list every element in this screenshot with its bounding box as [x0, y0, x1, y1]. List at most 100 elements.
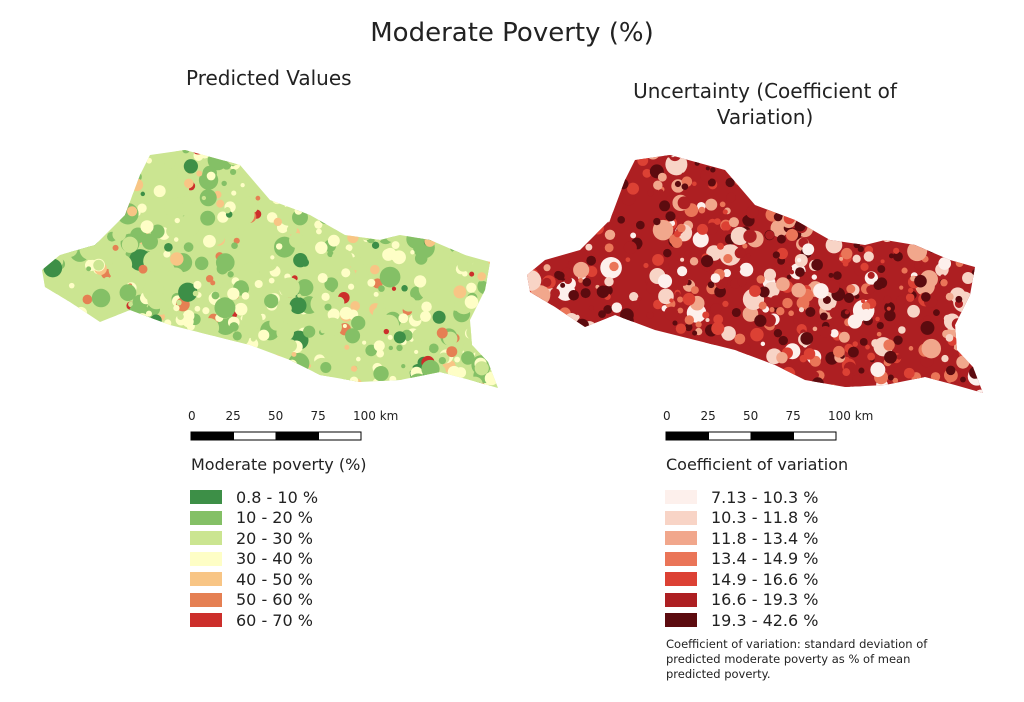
map-region [301, 180, 313, 193]
map-region [303, 325, 316, 338]
map-region [100, 370, 115, 385]
map-region [74, 150, 89, 160]
map-region [146, 338, 156, 348]
map-region [447, 263, 457, 272]
map-region [414, 349, 419, 355]
map-region [411, 154, 417, 161]
map-region [586, 255, 597, 266]
map-region [279, 168, 284, 173]
map-region [49, 150, 69, 155]
map-region [183, 159, 198, 174]
map-region [559, 326, 572, 339]
legend-item: 50 - 60 % [190, 590, 313, 610]
map-region [580, 288, 591, 299]
map-region [924, 161, 938, 175]
legend-item: 10 - 20 % [190, 508, 313, 528]
map-region [320, 362, 332, 374]
map-region [472, 190, 478, 196]
map-region [971, 311, 983, 325]
map-region [84, 206, 98, 220]
map-region [436, 327, 448, 339]
map-region [527, 195, 529, 207]
legend-label: 20 - 30 % [236, 528, 313, 548]
map-region [74, 306, 88, 319]
legend-label: 11.8 - 13.4 % [711, 528, 819, 548]
map-region [828, 157, 845, 173]
map-region [78, 331, 91, 343]
map-region [743, 155, 751, 158]
map-region [42, 162, 61, 183]
map-region [428, 386, 443, 388]
map-region [868, 185, 880, 197]
map-region [713, 314, 724, 325]
map-region [613, 340, 628, 354]
map-region [533, 312, 547, 327]
map-region [737, 277, 747, 287]
map-region [42, 229, 59, 250]
map-region [52, 323, 61, 333]
map-region [177, 379, 184, 387]
map-region [436, 380, 443, 388]
map-region [770, 155, 785, 165]
map-region [883, 295, 892, 304]
map-region [350, 301, 361, 311]
map-region [701, 254, 714, 268]
map-region [250, 163, 260, 174]
map-region [725, 177, 735, 188]
map-region [88, 222, 101, 234]
map-region [69, 152, 84, 167]
map-region [660, 370, 672, 381]
map-region [345, 328, 361, 344]
map-region [825, 392, 838, 393]
map-region [663, 248, 672, 258]
map-region [767, 198, 778, 209]
map-region [691, 360, 701, 370]
map-region [617, 178, 629, 190]
map-region [754, 387, 766, 393]
legend-swatch [190, 551, 222, 566]
map-region [662, 370, 674, 382]
legend-swatch [665, 613, 697, 627]
map-region [57, 160, 65, 168]
map-region [34, 385, 38, 389]
map-region [334, 229, 339, 234]
map-region [115, 368, 124, 377]
map-region [449, 185, 456, 192]
map-region [630, 380, 641, 391]
map-region [787, 373, 792, 378]
map-region [916, 384, 923, 391]
map-region [889, 155, 902, 164]
map-region [822, 155, 844, 173]
map-region [626, 182, 640, 195]
map-region [241, 371, 253, 383]
map-region [371, 241, 380, 249]
map-region [785, 228, 799, 241]
legend-label: 40 - 50 % [236, 569, 313, 589]
map-region [518, 154, 523, 159]
map-region [588, 305, 594, 311]
map-region [530, 190, 541, 200]
map-region [527, 283, 529, 289]
map-region [598, 310, 606, 318]
map-region [567, 338, 579, 350]
map-region [575, 318, 589, 333]
map-region [719, 201, 726, 208]
map-region [484, 319, 496, 331]
map-region [108, 356, 126, 375]
map-region [659, 200, 671, 212]
map-region [794, 253, 808, 267]
map-region [413, 275, 427, 288]
map-region [959, 249, 970, 260]
map-region [705, 166, 710, 171]
map-region [708, 340, 716, 347]
map-region [857, 202, 872, 216]
map-region [281, 303, 292, 314]
map-region [684, 323, 693, 332]
map-region [903, 155, 909, 161]
map-region [296, 279, 314, 297]
map-region [99, 360, 118, 379]
map-region [214, 297, 236, 319]
map-region [79, 165, 93, 179]
map-region [378, 314, 400, 336]
map-region [56, 320, 62, 326]
